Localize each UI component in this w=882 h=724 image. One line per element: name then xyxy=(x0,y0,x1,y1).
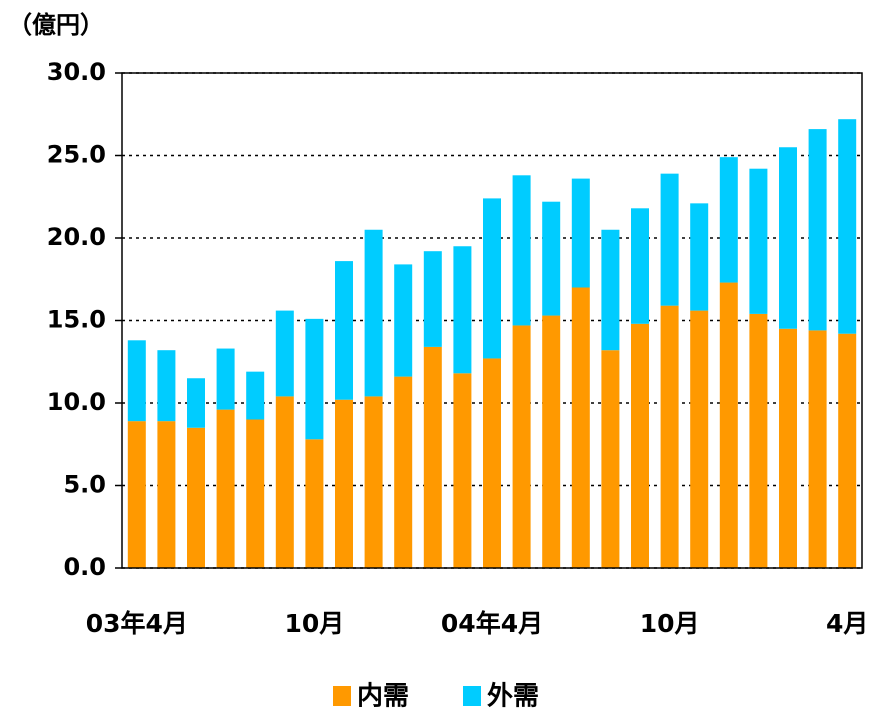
plot-frame xyxy=(121,72,863,569)
bar-segment xyxy=(571,178,590,288)
x-tick-label: 10月 xyxy=(285,609,345,638)
bar-segment xyxy=(483,198,501,359)
bar-segment xyxy=(305,439,324,568)
bar-segment xyxy=(423,346,442,568)
bar-segment xyxy=(423,251,442,347)
bar-segment xyxy=(690,203,709,311)
y-tick-label: 0.0 xyxy=(63,553,106,581)
bar-segment xyxy=(246,371,265,420)
bar-segment xyxy=(187,427,205,568)
bar-segment xyxy=(157,421,176,568)
bar-segment xyxy=(364,229,383,397)
y-tick-label: 5.0 xyxy=(63,471,106,499)
y-tick-label: 20.0 xyxy=(47,223,106,251)
bar-segment xyxy=(512,325,531,568)
bar-segment xyxy=(838,119,857,334)
bar-segment xyxy=(305,318,324,440)
bar-segment xyxy=(660,173,679,306)
bar-segment xyxy=(512,175,531,326)
bar-segment xyxy=(216,348,235,410)
bar-segment xyxy=(542,315,561,568)
bar-segment xyxy=(749,313,768,568)
bar-segment xyxy=(157,350,176,422)
bar-segment xyxy=(542,201,561,316)
bar-segment xyxy=(660,305,679,568)
bar-segment xyxy=(216,409,235,568)
x-tick-label: 10月 xyxy=(640,609,700,638)
bar-segment xyxy=(275,396,294,568)
bar-segment xyxy=(808,129,827,331)
x-tick-label: 04年4月 xyxy=(441,609,543,638)
bar-segment xyxy=(483,358,501,568)
x-tick-label: 4月 xyxy=(826,609,868,638)
bar-segment xyxy=(719,282,738,568)
bar-segment xyxy=(631,323,649,568)
legend-label: 内需 xyxy=(357,682,409,712)
bar-segment xyxy=(335,399,353,568)
bar-segment xyxy=(394,376,413,568)
bar-segment xyxy=(453,246,472,374)
legend-swatch xyxy=(463,686,481,706)
bar-segment xyxy=(601,229,620,351)
bar-segment xyxy=(779,147,797,329)
bar-segment xyxy=(690,310,709,568)
bar-segment xyxy=(808,330,827,568)
y-tick-label: 10.0 xyxy=(47,388,106,416)
bar-segment xyxy=(571,287,590,568)
bar-segment xyxy=(127,421,146,568)
bar-segment xyxy=(838,333,857,568)
bar-segment xyxy=(749,168,768,314)
bar-segment xyxy=(335,261,353,400)
bar-segment xyxy=(453,373,472,568)
legend-label: 外需 xyxy=(487,682,539,712)
bar-segment xyxy=(127,340,146,422)
bar-segment xyxy=(394,264,413,377)
bar-segment xyxy=(246,419,265,568)
y-tick-label: 30.0 xyxy=(47,58,106,86)
bar-segment xyxy=(601,350,620,568)
bar-segment xyxy=(631,208,649,324)
y-tick-label: 25.0 xyxy=(47,141,106,169)
legend-swatch xyxy=(333,686,351,706)
bar-segment xyxy=(779,328,797,568)
bar-segment xyxy=(364,396,383,568)
x-tick-label: 03年4月 xyxy=(86,609,188,638)
bar-segment xyxy=(719,157,738,283)
y-tick-label: 15.0 xyxy=(47,306,106,334)
bar-segment xyxy=(275,310,294,397)
y-axis-label: （億円） xyxy=(8,11,104,39)
bar-segment xyxy=(187,378,205,428)
